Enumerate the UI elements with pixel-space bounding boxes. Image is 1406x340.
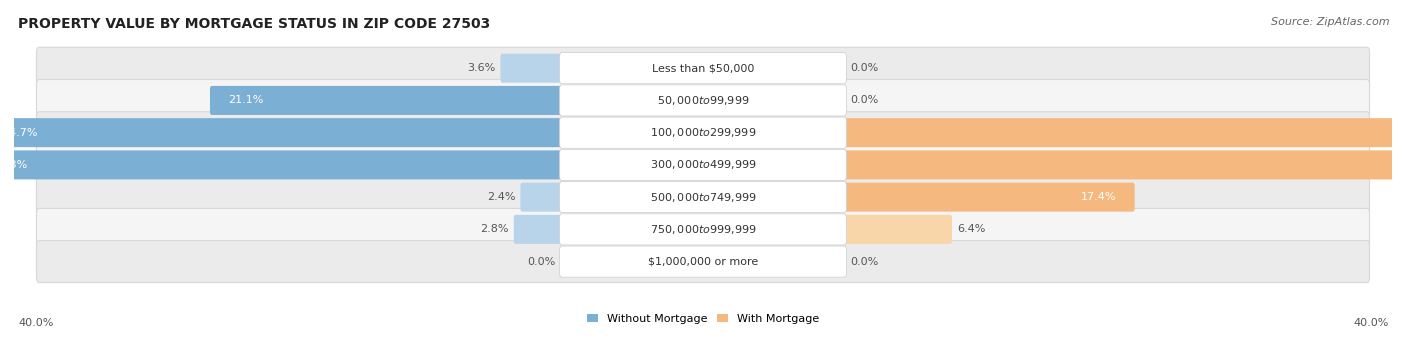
Text: $750,000 to $999,999: $750,000 to $999,999 xyxy=(650,223,756,236)
Text: 34.7%: 34.7% xyxy=(3,128,38,138)
FancyBboxPatch shape xyxy=(0,150,564,180)
FancyBboxPatch shape xyxy=(560,117,846,148)
FancyBboxPatch shape xyxy=(37,47,1369,89)
FancyBboxPatch shape xyxy=(513,215,564,244)
FancyBboxPatch shape xyxy=(842,118,1406,147)
Text: $300,000 to $499,999: $300,000 to $499,999 xyxy=(650,158,756,171)
FancyBboxPatch shape xyxy=(37,144,1369,186)
Text: $500,000 to $749,999: $500,000 to $749,999 xyxy=(650,191,756,204)
FancyBboxPatch shape xyxy=(560,53,846,84)
Text: 0.0%: 0.0% xyxy=(527,257,555,267)
FancyBboxPatch shape xyxy=(0,118,564,147)
Text: 0.0%: 0.0% xyxy=(851,96,879,105)
Text: $50,000 to $99,999: $50,000 to $99,999 xyxy=(657,94,749,107)
Text: 0.0%: 0.0% xyxy=(851,257,879,267)
FancyBboxPatch shape xyxy=(560,214,846,245)
FancyBboxPatch shape xyxy=(37,80,1369,121)
FancyBboxPatch shape xyxy=(501,54,564,83)
FancyBboxPatch shape xyxy=(520,183,564,211)
Text: 6.4%: 6.4% xyxy=(957,224,986,234)
Text: 40.0%: 40.0% xyxy=(18,318,53,328)
FancyBboxPatch shape xyxy=(560,149,846,181)
Text: 0.0%: 0.0% xyxy=(851,63,879,73)
Text: 2.8%: 2.8% xyxy=(481,224,509,234)
Legend: Without Mortgage, With Mortgage: Without Mortgage, With Mortgage xyxy=(582,309,824,328)
Text: Source: ZipAtlas.com: Source: ZipAtlas.com xyxy=(1271,17,1389,27)
FancyBboxPatch shape xyxy=(560,182,846,213)
FancyBboxPatch shape xyxy=(842,215,952,244)
FancyBboxPatch shape xyxy=(37,208,1369,250)
Text: 17.4%: 17.4% xyxy=(1081,192,1116,202)
FancyBboxPatch shape xyxy=(209,86,564,115)
Text: 35.3%: 35.3% xyxy=(0,160,28,170)
FancyBboxPatch shape xyxy=(37,241,1369,283)
FancyBboxPatch shape xyxy=(842,150,1406,180)
Text: 3.6%: 3.6% xyxy=(467,63,495,73)
Text: 21.1%: 21.1% xyxy=(228,96,263,105)
FancyBboxPatch shape xyxy=(37,112,1369,154)
Text: $1,000,000 or more: $1,000,000 or more xyxy=(648,257,758,267)
FancyBboxPatch shape xyxy=(560,85,846,116)
FancyBboxPatch shape xyxy=(37,176,1369,218)
Text: 2.4%: 2.4% xyxy=(486,192,516,202)
Text: Less than $50,000: Less than $50,000 xyxy=(652,63,754,73)
Text: PROPERTY VALUE BY MORTGAGE STATUS IN ZIP CODE 27503: PROPERTY VALUE BY MORTGAGE STATUS IN ZIP… xyxy=(18,17,491,31)
Text: $100,000 to $299,999: $100,000 to $299,999 xyxy=(650,126,756,139)
FancyBboxPatch shape xyxy=(842,183,1135,211)
Text: 40.0%: 40.0% xyxy=(1354,318,1389,328)
FancyBboxPatch shape xyxy=(560,246,846,277)
